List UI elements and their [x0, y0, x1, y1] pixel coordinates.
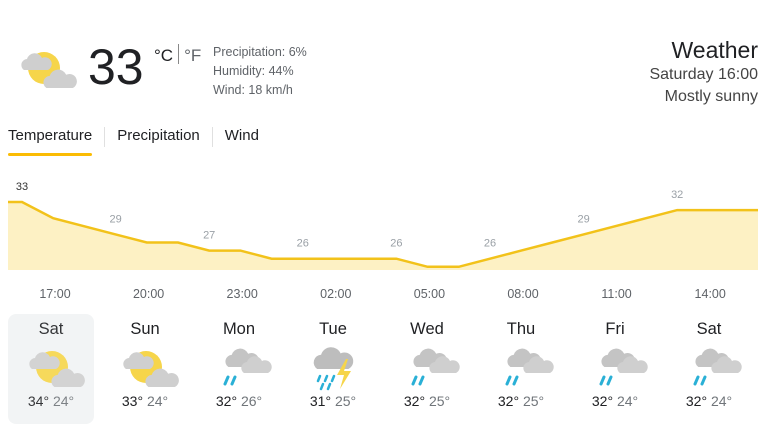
partly-sunny-icon: [102, 343, 188, 389]
high-temp: 33°: [121, 393, 144, 409]
time-label: 20:00: [133, 287, 164, 301]
low-temp: 26°: [240, 393, 263, 409]
low-temp: 25°: [334, 393, 357, 409]
day-name: Sat: [38, 320, 64, 338]
chart-tabs: Temperature Precipitation Wind: [8, 127, 271, 156]
day-fri[interactable]: Fri 32° 24°: [572, 314, 658, 424]
chart-area: [8, 202, 758, 270]
data-label: 29: [109, 213, 121, 225]
data-label: 26: [390, 238, 402, 250]
partly-sunny-icon: [8, 343, 94, 389]
weather-details: Precipitation: 6% Humidity: 44% Wind: 18…: [213, 43, 307, 100]
low-temp: 24°: [710, 393, 733, 409]
low-temp: 24°: [616, 393, 639, 409]
rain-icon: [478, 343, 564, 389]
data-label: 29: [577, 213, 589, 225]
day-name: Mon: [222, 320, 256, 338]
rain-icon: [666, 343, 752, 389]
tab-wind[interactable]: Wind: [224, 127, 259, 144]
unit-divider: [178, 44, 180, 64]
time-label: 02:00: [320, 287, 351, 301]
high-temp: 32°: [215, 393, 238, 409]
thunderstorm-icon: [290, 343, 376, 391]
chart-line: [8, 200, 758, 269]
tab-precipitation[interactable]: Precipitation: [117, 127, 200, 144]
time-label: 08:00: [507, 287, 538, 301]
rain-icon: [196, 343, 282, 389]
day-name: Thu: [506, 320, 536, 338]
wind-text: Wind: 18 km/h: [213, 83, 293, 97]
weather-condition: Mostly sunny: [664, 88, 758, 105]
time-label: 17:00: [39, 287, 70, 301]
data-label: 26: [297, 238, 309, 250]
data-label: 32: [671, 189, 683, 201]
day-sun[interactable]: Sun 33° 24°: [102, 314, 188, 424]
tab-divider: [104, 127, 106, 147]
weather-title: Weather: [671, 37, 758, 63]
tab-temperature[interactable]: Temperature: [8, 127, 93, 156]
day-name: Sat: [696, 320, 722, 338]
day-sat[interactable]: Sat 32° 24°: [666, 314, 752, 424]
current-temperature: 33: [88, 39, 144, 95]
day-mon[interactable]: Mon 32° 26°: [196, 314, 282, 424]
fahrenheit-button[interactable]: °F: [184, 46, 202, 65]
humidity-text: Humidity: 44%: [213, 64, 294, 78]
high-temp: 32°: [591, 393, 614, 409]
weather-header: Weather Saturday 16:00 Mostly sunny: [649, 36, 758, 108]
low-temp: 24°: [146, 393, 169, 409]
day-name: Tue: [319, 320, 347, 338]
day-name: Sun: [130, 320, 160, 338]
low-temp: 25°: [428, 393, 451, 409]
time-label: 14:00: [695, 287, 726, 301]
low-temp: 25°: [522, 393, 545, 409]
time-label: 05:00: [414, 287, 445, 301]
day-name: Fri: [605, 320, 625, 338]
high-temp: 31°: [309, 393, 332, 409]
celsius-button[interactable]: °C: [154, 46, 174, 65]
high-temp: 32°: [685, 393, 708, 409]
time-label: 11:00: [601, 287, 631, 301]
weather-datetime: Saturday 16:00: [649, 66, 758, 83]
day-wed[interactable]: Wed 32° 25°: [384, 314, 470, 424]
day-tue[interactable]: Tue 31° 25°: [290, 314, 376, 424]
tab-divider: [211, 127, 213, 147]
day-name: Wed: [410, 320, 444, 338]
precipitation-text: Precipitation: 6%: [213, 45, 307, 59]
low-temp: 24°: [52, 393, 75, 409]
data-label: 26: [484, 238, 496, 250]
time-label: 23:00: [227, 287, 258, 301]
high-temp: 32°: [497, 393, 520, 409]
rain-icon: [572, 343, 658, 389]
day-thu[interactable]: Thu 32° 25°: [478, 314, 564, 424]
data-label: 27: [203, 230, 215, 242]
day-sat[interactable]: Sat 34° 24°: [8, 314, 94, 424]
partly-sunny-icon: [8, 44, 78, 99]
data-label: 33: [16, 181, 28, 193]
high-temp: 34°: [27, 393, 50, 409]
rain-icon: [384, 343, 470, 389]
temperature-chart: 33 29 27 26 26 26 29 32 17:00 20:00 23:00 02:00 05:0…: [8, 181, 758, 301]
unit-toggle: °C °F: [154, 44, 201, 66]
high-temp: 32°: [403, 393, 426, 409]
